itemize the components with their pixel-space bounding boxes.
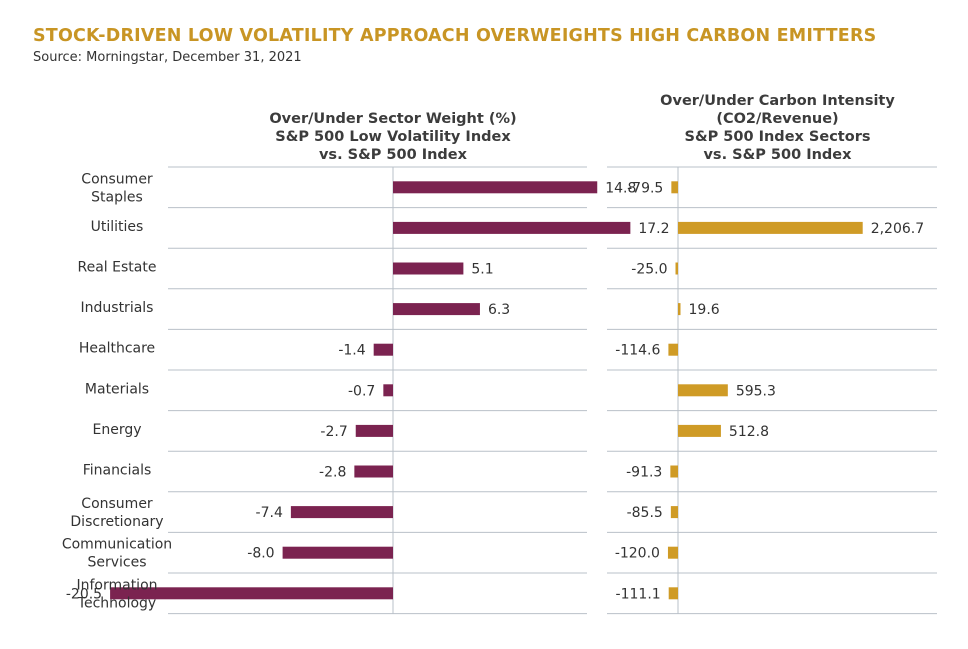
right-bar <box>667 546 678 559</box>
category-label: Real Estate <box>78 260 157 276</box>
left-bar <box>110 587 393 600</box>
category-label: Consumer <box>81 171 153 187</box>
right-bar <box>668 343 678 356</box>
category-label: Information <box>76 577 157 593</box>
left-value-label: -2.7 <box>320 424 347 440</box>
left-value-label: -2.8 <box>319 465 346 481</box>
right-bar <box>678 384 728 397</box>
category-label: Healthcare <box>79 341 155 357</box>
right-value-label: -120.0 <box>615 546 660 562</box>
right-value-label: 512.8 <box>729 424 769 440</box>
category-label: Energy <box>92 422 141 438</box>
category-label: Services <box>87 555 146 571</box>
right-value-label: 19.6 <box>689 302 720 318</box>
category-label: Discretionary <box>70 514 163 530</box>
category-label: Financials <box>83 463 152 479</box>
left-bar <box>393 262 464 275</box>
left-bar <box>393 303 480 316</box>
category-label: Technology <box>77 595 156 611</box>
left-value-label: 14.8 <box>605 180 636 196</box>
right-value-label: -114.6 <box>615 343 660 359</box>
chart-title: STOCK-DRIVEN LOW VOLATILITY APPROACH OVE… <box>33 26 877 46</box>
right-bar <box>670 506 678 519</box>
right-value-label: -111.1 <box>616 586 661 602</box>
category-label: Industrials <box>81 300 154 316</box>
right-bar <box>678 221 863 234</box>
right-value-label: 2,206.7 <box>871 221 924 237</box>
left-value-label: -8.0 <box>247 546 274 562</box>
left-bar <box>290 506 393 519</box>
left-value-label: 6.3 <box>488 302 510 318</box>
left-bar <box>393 181 598 194</box>
left-bar <box>355 424 393 437</box>
left-value-label: -20.5 <box>66 586 102 602</box>
category-label: Materials <box>85 381 149 397</box>
left-title-line-3: vs. S&P 500 Index <box>318 147 467 163</box>
category-label: Consumer <box>81 496 153 512</box>
left-value-label: -7.4 <box>256 505 283 521</box>
left-value-label: 5.1 <box>471 262 493 278</box>
left-panel-title: Over/Under Sector Weight (%) S&P 500 Low… <box>168 110 618 164</box>
right-bar <box>675 262 678 275</box>
left-value-label: 17.2 <box>638 221 669 237</box>
right-value-label: -91.3 <box>626 465 662 481</box>
left-value-label: -0.7 <box>348 383 375 399</box>
left-bar <box>282 546 393 559</box>
left-value-label: -1.4 <box>338 343 365 359</box>
left-title-line-2: S&P 500 Low Volatility Index <box>275 129 511 145</box>
right-panel-title: Over/Under Carbon Intensity (CO2/Revenue… <box>600 92 955 164</box>
left-title-line-1: Over/Under Sector Weight (%) <box>269 111 517 127</box>
right-title-line-3: S&P 500 Index Sectors <box>684 129 871 145</box>
right-title-line-1: Over/Under Carbon Intensity <box>660 93 895 109</box>
left-bar <box>373 343 393 356</box>
right-bar <box>668 587 678 600</box>
category-label: Staples <box>91 189 143 205</box>
right-title-line-2: (CO2/Revenue) <box>716 111 839 127</box>
right-value-label: -25.0 <box>631 262 667 278</box>
right-value-label: -85.5 <box>627 505 663 521</box>
right-bar <box>678 424 721 437</box>
right-bar <box>678 303 681 316</box>
right-bar <box>671 181 678 194</box>
left-bar <box>383 384 393 397</box>
right-value-label: -79.5 <box>627 180 663 196</box>
right-title-line-4: vs. S&P 500 Index <box>703 147 852 163</box>
right-value-label: 595.3 <box>736 383 776 399</box>
source-note: Source: Morningstar, December 31, 2021 <box>33 50 302 65</box>
left-bar <box>354 465 393 478</box>
category-label: Utilities <box>91 219 144 235</box>
right-bar <box>670 465 678 478</box>
left-bar <box>393 221 631 234</box>
category-label: Communication <box>62 537 172 553</box>
